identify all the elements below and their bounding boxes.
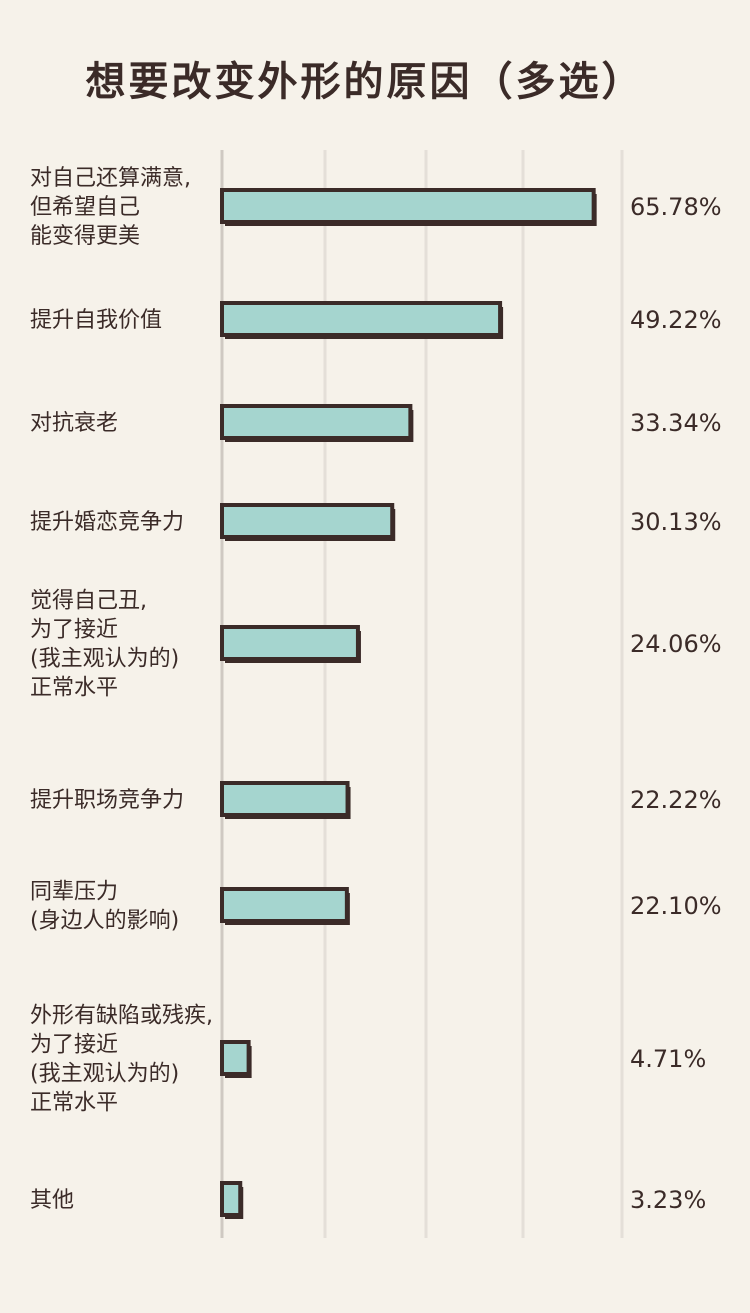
value-label: 4.71% <box>630 1045 706 1073</box>
value-label: 3.23% <box>630 1186 706 1214</box>
value-label: 33.34% <box>630 409 722 437</box>
category-label: 提升职场竞争力 <box>30 788 184 813</box>
chart-title: 想要改变外形的原因（多选） <box>86 59 645 105</box>
bars <box>220 188 597 1219</box>
bar <box>220 188 596 224</box>
bar <box>220 781 350 817</box>
bar <box>220 887 349 923</box>
value-label: 22.10% <box>630 892 722 920</box>
value-label: 22.22% <box>630 786 722 814</box>
value-labels: 65.78% 49.22% 33.34% 30.13% 24.06% 22.22% 22.1… <box>630 193 722 1214</box>
category-label: 对自己还算满意,但希望自己能变得更美 <box>30 166 191 249</box>
value-label: 65.78% <box>630 193 722 221</box>
value-label: 24.06% <box>630 630 722 658</box>
category-labels: 对自己还算满意,但希望自己能变得更美提升自我价值对抗衰老提升婚恋竞争力觉得自己丑… <box>30 166 213 1213</box>
bar <box>220 1040 251 1076</box>
category-label: 提升自我价值 <box>30 308 162 333</box>
bar <box>220 301 503 337</box>
bar <box>220 1181 243 1217</box>
category-label: 外形有缺陷或残疾,为了接近(我主观认为的)正常水平 <box>30 1004 213 1116</box>
bar <box>220 503 395 539</box>
category-label: 同辈压力(身边人的影响) <box>30 880 179 934</box>
value-label: 30.13% <box>630 508 722 536</box>
bar <box>220 625 360 661</box>
category-label: 提升婚恋竞争力 <box>30 510 184 535</box>
category-label: 觉得自己丑,为了接近(我主观认为的)正常水平 <box>30 589 179 701</box>
value-label: 49.22% <box>630 306 722 334</box>
category-label: 其他 <box>30 1188 74 1213</box>
category-label: 对抗衰老 <box>30 411 118 436</box>
bar <box>220 404 413 440</box>
